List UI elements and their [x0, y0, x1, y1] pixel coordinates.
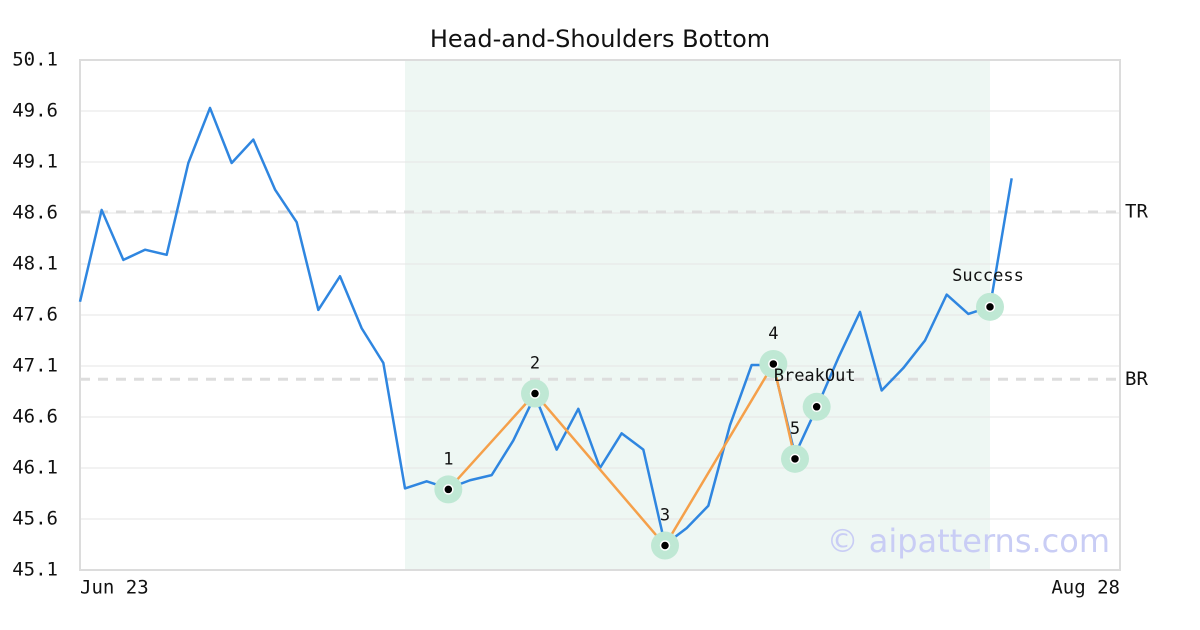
pattern-point-label: 1 [443, 449, 453, 469]
x-tick-label: Jun 23 [80, 577, 149, 599]
y-tick-label: 48.6 [12, 202, 58, 224]
y-tick-label: 46.6 [12, 406, 58, 428]
pattern-point-label: 2 [530, 354, 540, 374]
marker-point [984, 301, 996, 313]
y-tick-label: 46.1 [12, 457, 58, 479]
level-label: TR [1125, 200, 1148, 222]
y-tick-label: 48.1 [12, 253, 58, 275]
y-tick-label: 47.6 [12, 304, 58, 326]
y-tick-label: 45.1 [12, 559, 58, 581]
pattern-point [768, 358, 779, 370]
price-line [78, 106, 1013, 546]
plot-border [79, 59, 1121, 571]
marker-label: Success [952, 266, 1024, 286]
y-tick-label: 50.1 [12, 49, 58, 71]
pattern-point [659, 540, 671, 551]
pattern-point-label: 3 [660, 506, 670, 526]
marker-point [811, 401, 822, 413]
marker-label: BreakOut [774, 366, 856, 386]
x-tick-label: Aug 28 [1051, 577, 1120, 599]
pattern-point [529, 388, 541, 399]
pattern-point [789, 453, 801, 465]
chart-title: Head-and-Shoulders Bottom [430, 25, 770, 53]
pattern-point-label: 5 [790, 419, 800, 439]
y-tick-label: 47.1 [12, 355, 58, 377]
y-tick-label: 45.6 [12, 508, 58, 530]
pattern-point [443, 484, 454, 495]
y-tick-label: 49.6 [12, 100, 58, 122]
watermark: © aipatterns.com [827, 522, 1110, 560]
level-label: BR [1125, 368, 1148, 390]
pattern-point-label: 4 [768, 324, 778, 344]
y-tick-label: 49.1 [12, 151, 58, 173]
